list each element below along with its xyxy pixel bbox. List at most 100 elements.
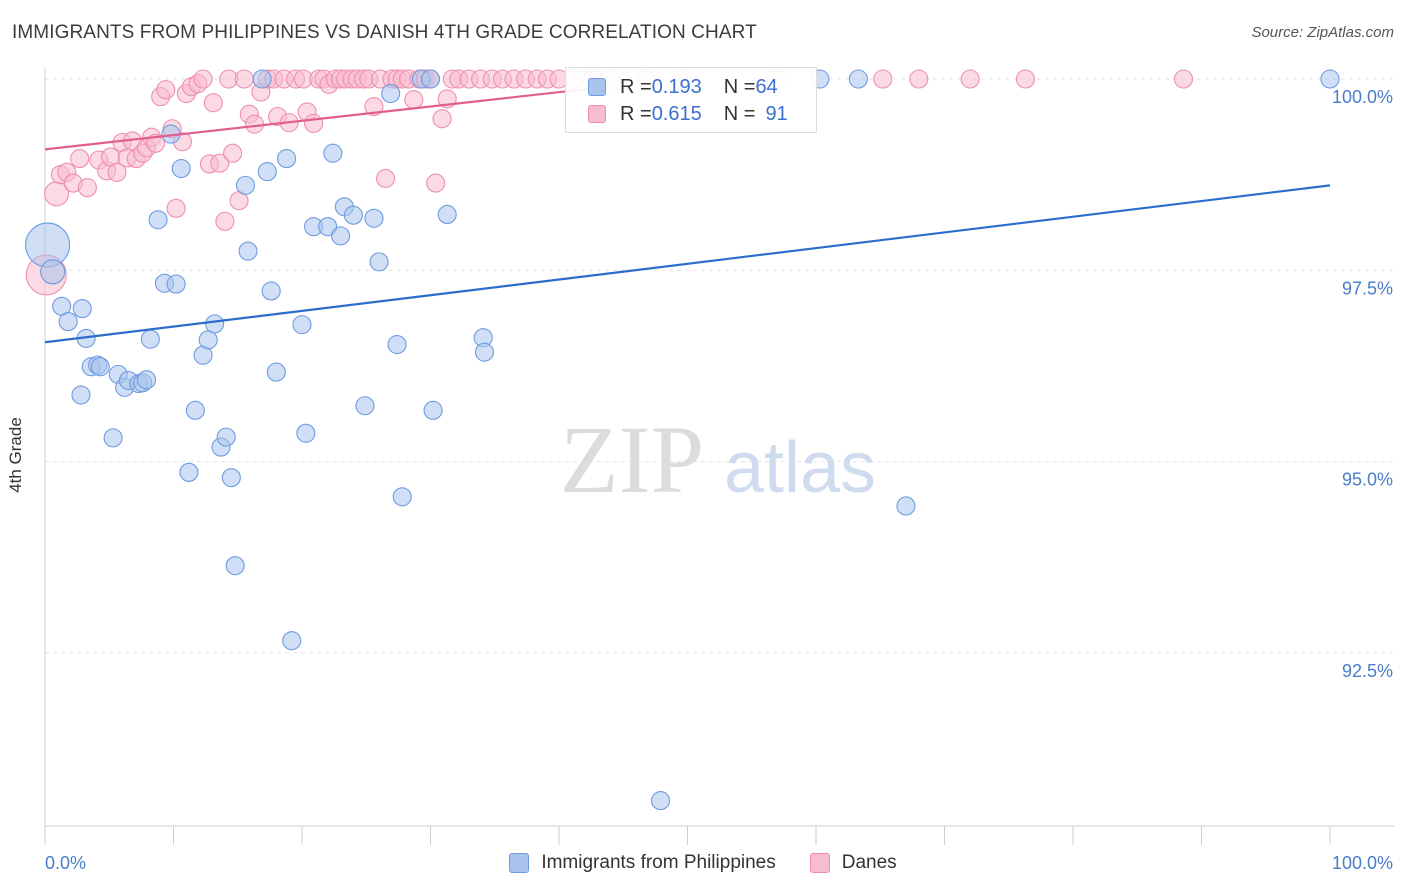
legend-label-danes: Danes bbox=[841, 852, 897, 873]
philippines-point bbox=[140, 329, 160, 349]
philippines-point bbox=[392, 487, 412, 507]
trend-line-danes bbox=[44, 86, 602, 151]
philippines-point bbox=[330, 226, 351, 246]
philippines-point bbox=[71, 385, 91, 405]
y-tick-label: 97.5% bbox=[1342, 278, 1393, 298]
philippines-point bbox=[257, 162, 277, 182]
philippines-point bbox=[381, 83, 401, 104]
danes-point bbox=[210, 153, 230, 173]
philippines-point bbox=[225, 556, 245, 576]
danes-point bbox=[375, 168, 396, 189]
danes-point bbox=[909, 69, 929, 89]
gridlines bbox=[45, 78, 1394, 654]
danes-point bbox=[107, 162, 127, 182]
philippines-point bbox=[266, 362, 286, 382]
y-tick-label: 100.0% bbox=[1332, 87, 1393, 107]
watermark-atlas: atlas bbox=[724, 428, 876, 508]
danes-point bbox=[426, 173, 446, 193]
danes-point bbox=[873, 69, 893, 89]
y-tick-label: 95.0% bbox=[1342, 470, 1393, 490]
danes-point bbox=[432, 109, 452, 129]
danes-point bbox=[223, 143, 243, 163]
philippines-point bbox=[58, 312, 78, 332]
legend-n-label: N = bbox=[723, 102, 756, 125]
legend-item-danes[interactable]: Danes bbox=[809, 852, 897, 874]
danes-point bbox=[156, 80, 176, 100]
philippines-point bbox=[296, 423, 316, 443]
legend-r-value: 0.615 bbox=[651, 102, 702, 125]
philippines-point bbox=[235, 175, 256, 195]
danes-point bbox=[960, 69, 980, 89]
stats-legend: R = 0.193 N = 64 R = 0.615 N = 91 bbox=[565, 67, 817, 133]
philippines-point bbox=[437, 204, 457, 224]
philippines-point bbox=[103, 428, 123, 448]
philippines-point bbox=[261, 281, 281, 301]
watermark: ZIP atlas bbox=[560, 406, 876, 513]
philippines-point bbox=[185, 400, 205, 420]
legend-swatch-danes bbox=[588, 105, 606, 123]
philippines-point bbox=[420, 69, 441, 89]
x-tick-label: 100.0% bbox=[1332, 853, 1393, 873]
danes-point bbox=[203, 93, 223, 113]
philippines-point bbox=[292, 315, 312, 335]
legend-swatch-philippines bbox=[509, 853, 530, 873]
series-immigrants-from-philippines bbox=[25, 69, 1340, 811]
danes-point bbox=[404, 90, 424, 110]
trend-line-philippines bbox=[44, 184, 1331, 344]
danes-point bbox=[364, 96, 384, 117]
danes-point bbox=[1015, 69, 1036, 89]
philippines-point bbox=[238, 241, 258, 261]
philippines-point bbox=[848, 69, 868, 89]
philippines-point bbox=[166, 274, 186, 294]
philippines-point bbox=[364, 208, 384, 228]
philippines-point bbox=[40, 259, 66, 285]
legend-item-philippines[interactable]: Immigrants from Philippines bbox=[509, 852, 776, 874]
danes-point bbox=[145, 133, 166, 153]
chart-title: IMMIGRANTS FROM PHILIPPINES VS DANISH 4T… bbox=[12, 22, 757, 43]
philippines-point bbox=[277, 149, 297, 169]
philippines-point bbox=[355, 396, 375, 416]
philippines-point bbox=[221, 468, 241, 488]
trend-lines bbox=[44, 86, 1331, 344]
legend-r-value: 0.193 bbox=[651, 75, 702, 98]
philippines-point bbox=[136, 370, 157, 390]
legend-r-label: R = bbox=[620, 75, 652, 98]
legend-swatch-danes bbox=[809, 853, 830, 873]
tick-labels: 100.0% 97.5% 95.0% 92.5% 0.0% 100.0% bbox=[45, 87, 1393, 873]
philippines-point bbox=[198, 330, 218, 350]
philippines-point bbox=[252, 69, 272, 89]
philippines-point bbox=[323, 143, 343, 163]
danes-point bbox=[193, 69, 213, 89]
philippines-point bbox=[148, 210, 168, 230]
y-tick-label: 92.5% bbox=[1342, 661, 1393, 681]
x-tick-label: 0.0% bbox=[45, 853, 86, 873]
philippines-point bbox=[90, 357, 110, 377]
philippines-point bbox=[318, 217, 338, 237]
danes-point bbox=[234, 69, 254, 89]
danes-point bbox=[1173, 69, 1194, 89]
philippines-point bbox=[282, 631, 302, 651]
legend-swatch-philippines bbox=[588, 78, 606, 96]
philippines-point bbox=[423, 400, 443, 420]
legend-r-label: R = bbox=[620, 102, 652, 125]
legend-n-value: 91 bbox=[765, 102, 788, 125]
danes-point bbox=[215, 211, 235, 231]
danes-point bbox=[244, 114, 265, 134]
danes-point bbox=[77, 178, 97, 198]
philippines-point bbox=[1320, 69, 1340, 89]
danes-point bbox=[304, 113, 324, 133]
watermark-zip: ZIP bbox=[560, 406, 704, 513]
source-label[interactable]: Source: ZipAtlas.com bbox=[1251, 24, 1394, 41]
philippines-point bbox=[343, 205, 363, 225]
philippines-point bbox=[474, 342, 495, 362]
philippines-point bbox=[171, 158, 191, 179]
legend-n-value: 64 bbox=[755, 75, 778, 98]
philippines-point bbox=[179, 462, 199, 482]
philippines-point bbox=[650, 791, 671, 811]
legend-row-philippines: R = 0.193 N = 64 bbox=[588, 75, 778, 99]
series-legend: Immigrants from Philippines Danes bbox=[0, 852, 1406, 874]
philippines-point bbox=[896, 496, 916, 516]
legend-label-philippines: Immigrants from Philippines bbox=[541, 852, 776, 873]
philippines-point bbox=[205, 314, 225, 334]
